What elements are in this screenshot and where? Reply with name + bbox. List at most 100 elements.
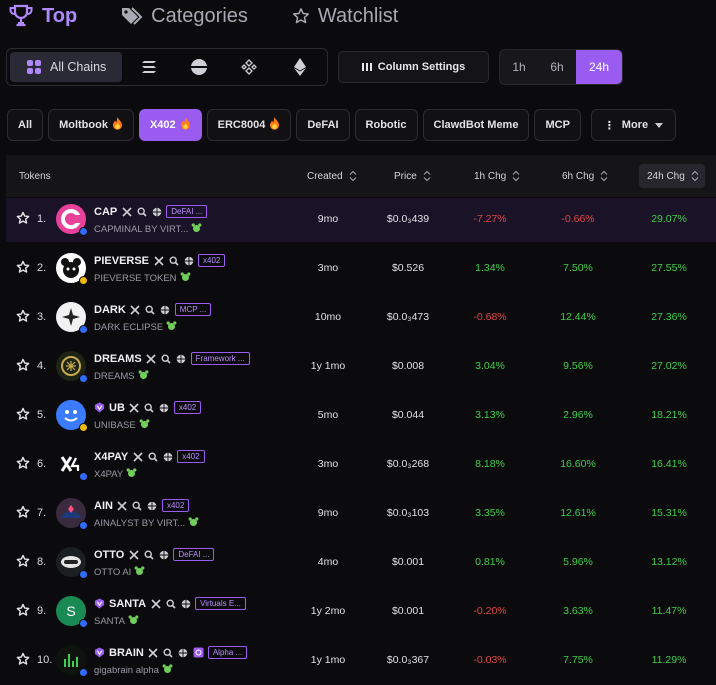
x-twitter-icon[interactable]: [150, 598, 161, 609]
x-twitter-icon[interactable]: [153, 255, 164, 266]
x-twitter-icon[interactable]: [117, 500, 128, 511]
website-icon[interactable]: [180, 598, 191, 609]
category-tag[interactable]: Framework ...: [190, 352, 250, 365]
header-6h-chg[interactable]: 6h Chg: [562, 155, 608, 197]
timeframe-6h[interactable]: 6h: [550, 60, 564, 74]
table-row[interactable]: 7. AIN x402 AINALYST BY VIRT... 9mo $0.0₃103 3…: [6, 492, 716, 536]
category-x402[interactable]: X402: [138, 109, 202, 141]
x-twitter-icon[interactable]: [121, 206, 132, 217]
search-icon[interactable]: [136, 206, 147, 217]
x-twitter-icon[interactable]: [146, 353, 157, 364]
fire-icon: [180, 117, 191, 133]
website-icon[interactable]: [159, 402, 170, 413]
category-tag[interactable]: MCP ...: [174, 303, 212, 316]
search-icon[interactable]: [165, 598, 176, 609]
website-icon[interactable]: [162, 451, 173, 462]
nav-categories[interactable]: Categories: [121, 5, 248, 28]
x-twitter-icon[interactable]: [132, 451, 143, 462]
table-row[interactable]: 1. CAP DeFAI ... CAPMINAL BY VIRT... 9mo $0.0…: [6, 198, 716, 242]
header-24h-chg[interactable]: 24h Chg: [639, 164, 705, 188]
header-price[interactable]: Price: [394, 155, 431, 197]
table-row[interactable]: 5. UB x402 UNIBASE 5mo $0.044 3.13% 2.96% 18.21%: [6, 394, 716, 438]
header-1h-chg[interactable]: 1h Chg: [474, 155, 520, 197]
category-all[interactable]: All: [7, 109, 44, 141]
chain-solana-button[interactable]: [124, 52, 172, 82]
website-icon[interactable]: [151, 206, 162, 217]
website-icon[interactable]: [158, 549, 169, 560]
watchlist-star-icon[interactable]: [16, 309, 30, 326]
watchlist-star-icon[interactable]: [16, 211, 30, 228]
search-icon[interactable]: [168, 255, 179, 266]
website-icon[interactable]: [183, 255, 194, 266]
token-symbol[interactable]: PIEVERSE: [94, 254, 150, 267]
category-mcp[interactable]: MCP: [534, 109, 581, 141]
table-row[interactable]: 3. DARK MCP ... DARK ECLIPSE 10mo $0.0₃473 -0.…: [6, 296, 716, 340]
price: $0.526: [391, 262, 425, 274]
search-icon[interactable]: [132, 500, 143, 511]
category-tag[interactable]: x402: [161, 499, 190, 512]
timeframe-1h[interactable]: 1h: [512, 60, 526, 74]
token-symbol[interactable]: DREAMS: [94, 352, 142, 365]
category-clawdbot-meme[interactable]: ClawdBot Meme: [422, 109, 530, 141]
table-row[interactable]: 6. X4PAY x402 X4PAY 3mo $0.0₃268 8.18% 16.60% 16…: [6, 443, 716, 487]
x-twitter-icon[interactable]: [148, 647, 159, 658]
category-tag[interactable]: DeFAI ...: [166, 205, 208, 218]
token-symbol[interactable]: CAP: [94, 205, 118, 218]
watchlist-star-icon[interactable]: [16, 554, 30, 571]
more-label: More: [621, 119, 649, 131]
chain-base-button[interactable]: [175, 52, 223, 82]
category-tag[interactable]: x402: [198, 254, 226, 267]
table-row[interactable]: 10. BRAIN Alpha ... gigabrain alpha 1y 1mo $0…: [6, 639, 716, 683]
watchlist-star-icon[interactable]: [16, 505, 30, 522]
x-twitter-icon[interactable]: [130, 304, 141, 315]
watchlist-star-icon[interactable]: [16, 407, 30, 424]
watchlist-star-icon[interactable]: [16, 652, 30, 669]
table-row[interactable]: 8. OTTO DeFAI ... OTTO AI 4mo $0.001 0.81% 5.96…: [6, 541, 716, 585]
category-tag[interactable]: Alpha ...: [207, 646, 248, 659]
category-tag[interactable]: Virtuals E...: [195, 597, 246, 610]
category-erc8004[interactable]: ERC8004: [206, 109, 292, 141]
token-symbol[interactable]: BRAIN: [109, 646, 144, 659]
token-symbol[interactable]: DARK: [94, 303, 126, 316]
search-icon[interactable]: [147, 451, 158, 462]
search-icon[interactable]: [143, 549, 154, 560]
category-tag[interactable]: DeFAI ...: [173, 548, 215, 561]
website-icon[interactable]: [178, 647, 189, 658]
chain-bnb-button[interactable]: [225, 52, 273, 82]
token-symbol[interactable]: SANTA: [109, 597, 147, 610]
table-row[interactable]: 2. PIEVERSE x402 PIEVERSE TOKEN 3mo $0.526 1.3…: [6, 247, 716, 291]
token-symbol[interactable]: X4PAY: [94, 450, 129, 463]
category-tag[interactable]: x402: [177, 450, 205, 463]
token-symbol[interactable]: UB: [109, 401, 125, 414]
more-categories-dropdown[interactable]: ⋮ More: [590, 109, 676, 141]
watchlist-star-icon[interactable]: [16, 603, 30, 620]
watchlist-star-icon[interactable]: [16, 456, 30, 473]
website-icon[interactable]: [147, 500, 158, 511]
category-defai[interactable]: DeFAI: [296, 109, 350, 141]
x-twitter-icon[interactable]: [129, 402, 140, 413]
search-icon[interactable]: [161, 353, 172, 364]
watchlist-star-icon[interactable]: [16, 358, 30, 375]
website-icon[interactable]: [176, 353, 187, 364]
token-symbol[interactable]: AIN: [94, 499, 113, 512]
token-symbol[interactable]: OTTO: [94, 548, 125, 561]
category-robotic[interactable]: Robotic: [354, 109, 418, 141]
all-chains-button[interactable]: All Chains: [10, 52, 123, 82]
search-icon[interactable]: [163, 647, 174, 658]
website-icon[interactable]: [160, 304, 171, 315]
chain-ethereum-button[interactable]: [276, 52, 324, 82]
search-icon[interactable]: [144, 402, 155, 413]
bot-icon[interactable]: [193, 647, 204, 658]
column-settings-button[interactable]: Column Settings: [338, 51, 489, 83]
table-row[interactable]: 4. DREAMS Framework ... DREAMS 1y 1mo $0.008 3…: [6, 345, 716, 389]
nav-top[interactable]: Top: [8, 4, 77, 28]
table-row[interactable]: 9. S SANTA Virtuals E... SANTA 1y 2mo $0.001 -0…: [6, 590, 716, 634]
header-created[interactable]: Created: [307, 155, 357, 197]
watchlist-star-icon[interactable]: [16, 260, 30, 277]
search-icon[interactable]: [145, 304, 156, 315]
category-moltbook[interactable]: Moltbook: [48, 109, 134, 141]
category-tag[interactable]: x402: [173, 401, 202, 414]
x-twitter-icon[interactable]: [128, 549, 139, 560]
nav-watchlist[interactable]: Watchlist: [292, 5, 398, 28]
timeframe-24h[interactable]: 24h: [576, 50, 622, 84]
